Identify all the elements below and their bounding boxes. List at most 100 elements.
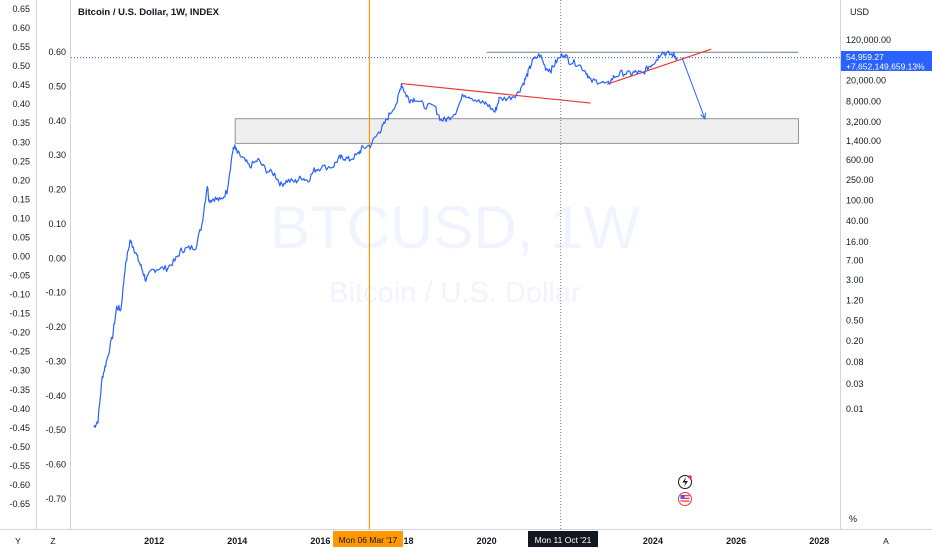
auto-scale-button[interactable]: A [883, 536, 889, 546]
us-flag-event-icon[interactable] [678, 492, 692, 506]
left-axis-secondary-tick-label: 0.20 [48, 185, 66, 195]
left-axis-tick-label: 0.40 [12, 99, 30, 109]
orange-date-label: Mon 06 Mar '17 [339, 535, 398, 545]
z-axis-button[interactable]: Z [50, 536, 55, 546]
flash-event-icon[interactable] [678, 475, 692, 489]
support-zone-box[interactable] [234, 118, 799, 144]
price-badge-change: +7,652,149,659.13% [846, 62, 925, 72]
left-axis-secondary-tick-label: 0.30 [48, 150, 66, 160]
time-axis-tick-label: 2024 [643, 536, 663, 546]
time-axis-tick-label: 2020 [477, 536, 497, 546]
left-axis-secondary-tick-label: 0.60 [48, 47, 66, 57]
left-axis-tick-label: -0.65 [9, 499, 30, 509]
left-axis-tick-label: -0.20 [9, 328, 30, 338]
price-badge-value: 54,959.27 [846, 52, 884, 62]
right-axis-tick-label: 0.01 [846, 404, 864, 414]
right-axis-tick-label: 0.03 [846, 379, 864, 389]
left-axis-secondary-tick-label: 0.00 [48, 253, 66, 263]
price-badge [841, 51, 932, 71]
right-axis-tick-label: 600.00 [846, 155, 874, 165]
drawings-layer [401, 48, 799, 120]
y-axis-button[interactable]: Y [15, 536, 21, 546]
left-axis-secondary-tick-label: 0.10 [48, 219, 66, 229]
left-axis-secondary-tick-label: 0.40 [48, 116, 66, 126]
right-axis-ticks: 120,000.0048,000.0020,000.008,000.003,20… [846, 35, 891, 414]
left-axis-tick-label: -0.35 [9, 385, 30, 395]
right-axis-tick-label: 40.00 [846, 216, 869, 226]
left-axis-secondary-tick-label: -0.10 [45, 288, 66, 298]
forecast-arrow-line[interactable] [681, 57, 706, 119]
forecast-arrow-head [700, 112, 706, 120]
left-axis-tick-label: -0.50 [9, 442, 30, 452]
right-axis-tick-label: 0.50 [846, 315, 864, 325]
right-axis-tick-label: 0.08 [846, 357, 864, 367]
gray-date-label-bg [528, 531, 598, 547]
crosshair-lines [368, 0, 562, 529]
left-axis-tick-label: 0.20 [12, 175, 30, 185]
currency-button-bg[interactable] [843, 3, 929, 19]
left-axis-secondary-tick-label: -0.30 [45, 356, 66, 366]
right-axis-tick-label: 7.00 [846, 256, 864, 266]
left-axis-tick-label: -0.45 [9, 423, 30, 433]
right-axis-tick-label: 0.20 [846, 336, 864, 346]
left-axis-secondary-tick-label: -0.70 [45, 494, 66, 504]
right-axis-tick-label: 8,000.00 [846, 96, 881, 106]
trend-line[interactable] [401, 82, 591, 104]
orange-date-label-bg [333, 531, 403, 547]
time-axis-tick-label: 2016 [310, 536, 330, 546]
time-axis-ticks: 201220142016201820202022202420262028 [144, 536, 829, 546]
left-axis-tick-label: -0.30 [9, 366, 30, 376]
right-axis-tick-label: 120,000.00 [846, 35, 891, 45]
right-axis-tick-label: 3.00 [846, 275, 864, 285]
time-axis-tick-label: 2026 [726, 536, 746, 546]
price-series-line [93, 50, 678, 428]
left-axis-tick-label: 0.50 [12, 61, 30, 71]
left-axis-tick-label: 0.65 [12, 4, 30, 14]
gray-date-label: Mon 11 Oct '21 [535, 535, 592, 545]
time-axis-tick-label: 2018 [394, 536, 414, 546]
left-axis-secondary-tick-label: -0.60 [45, 460, 66, 470]
right-axis-tick-label: 1.20 [846, 296, 864, 306]
left-axis-tick-label: 0.35 [12, 118, 30, 128]
left-axis-tick-label: 0.15 [12, 194, 30, 204]
left-axis-tick-label: -0.15 [9, 309, 30, 319]
left-axis-tick-label: -0.60 [9, 480, 30, 490]
left-axis-ticks: 0.65 0.60 0.55 0.50 0.45 0.40 0.35 0.30 0.25 0.20… [9, 4, 30, 509]
right-axis-tick-label: 1,400.00 [846, 136, 881, 146]
watermark-symbol: BTCUSD, 1W [270, 194, 640, 261]
left-axis-tick-label: -0.05 [9, 271, 30, 281]
time-axis-tick-label: 2014 [227, 536, 247, 546]
left-axis-tick-label: 0.10 [12, 213, 30, 223]
left-axis-tick-label: -0.25 [9, 347, 30, 357]
right-axis-tick-label: 250.00 [846, 175, 874, 185]
currency-button[interactable]: USD [850, 7, 870, 17]
right-axis-tick-label: 20,000.00 [846, 76, 886, 86]
left-axis-secondary-tick-label: 0.50 [48, 81, 66, 91]
left-axis-tick-label: -0.55 [9, 461, 30, 471]
percent-scale-button[interactable]: % [849, 514, 857, 524]
left-axis-tick-label: 0.00 [12, 252, 30, 262]
watermark-description: Bitcoin / U.S. Dollar [329, 277, 581, 309]
time-axis-tick-label: 2028 [809, 536, 829, 546]
left-axis-secondary-tick-label: -0.40 [45, 391, 66, 401]
left-axis-tick-label: 0.30 [12, 137, 30, 147]
left-axis-ticks-secondary: 0.60 0.50 0.40 0.30 0.20 0.10 0.00 -0.10 -0.20 -0… [45, 47, 66, 504]
left-axis-secondary-tick-label: -0.20 [45, 322, 66, 332]
chart-title: Bitcoin / U.S. Dollar, 1W, INDEX [78, 7, 220, 18]
trend-line[interactable] [607, 48, 712, 85]
left-axis-secondary-tick-label: -0.50 [45, 425, 66, 435]
right-axis-tick-label: 16.00 [846, 237, 869, 247]
right-axis-tick-label: 100.00 [846, 196, 874, 206]
left-axis-tick-label: 0.60 [12, 23, 30, 33]
right-axis-tick-label: 3,200.00 [846, 117, 881, 127]
left-axis-tick-label: 0.05 [12, 232, 30, 242]
zones-layer [234, 118, 799, 144]
left-axis-tick-label: -0.40 [9, 404, 30, 414]
left-axis-tick-label: 0.55 [12, 42, 30, 52]
left-axis-tick-label: 0.45 [12, 80, 30, 90]
time-axis-tick-label: 2012 [144, 536, 164, 546]
left-axis-tick-label: 0.25 [12, 156, 30, 166]
left-axis-tick-label: -0.10 [9, 290, 30, 300]
